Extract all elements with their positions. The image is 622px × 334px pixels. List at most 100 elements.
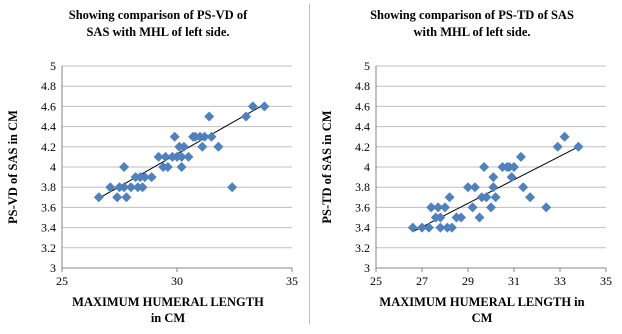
axes bbox=[375, 66, 607, 272]
data-point bbox=[488, 182, 499, 193]
axes bbox=[61, 66, 293, 272]
chart-title-line-1: Showing comparison of PS-VD of bbox=[69, 8, 248, 22]
x-tick-label: 35 bbox=[286, 274, 298, 288]
data-point bbox=[146, 172, 157, 183]
data-point bbox=[435, 212, 446, 223]
y-tick-label: 4.8 bbox=[355, 79, 370, 93]
data-point bbox=[456, 212, 467, 223]
data-point bbox=[488, 172, 499, 183]
y-tick-label: 4.2 bbox=[41, 140, 56, 154]
x-axis-title-line-2: CM bbox=[472, 311, 493, 325]
data-point bbox=[162, 162, 173, 172]
x-tick-label: 30 bbox=[171, 274, 183, 288]
data-point bbox=[525, 192, 536, 203]
data-point bbox=[469, 182, 480, 193]
data-point bbox=[176, 162, 187, 172]
y-axis-title: PS-VD of SAS in CM bbox=[6, 110, 20, 224]
data-point bbox=[433, 202, 444, 213]
chart-pvd-svg: Showing comparison of PS-VD of SAS with … bbox=[6, 8, 298, 325]
y-tick-label: 3.2 bbox=[41, 241, 56, 255]
data-point bbox=[126, 182, 136, 193]
data-point bbox=[463, 182, 473, 193]
chart-ptd: Showing comparison of PS-TD of SAS with … bbox=[314, 0, 619, 329]
y-tick-label: 3.2 bbox=[355, 241, 370, 255]
data-point bbox=[112, 192, 123, 203]
data-point bbox=[559, 131, 570, 142]
x-axis-title-line-1: MAXIMUM HUMERAL LENGTH bbox=[72, 295, 264, 309]
y-tick-label: 3.4 bbox=[355, 221, 370, 235]
data-point bbox=[121, 192, 132, 203]
data-point bbox=[137, 182, 148, 193]
chart-pvd: Showing comparison of PS-VD of SAS with … bbox=[0, 0, 305, 329]
data-point bbox=[259, 101, 270, 112]
chart-ptd-svg: Showing comparison of PS-TD of SAS with … bbox=[320, 8, 612, 325]
x-tick-label: 35 bbox=[600, 274, 612, 288]
data-point bbox=[417, 222, 427, 233]
data-point bbox=[160, 151, 171, 162]
y-tick-label: 3.6 bbox=[41, 200, 56, 214]
y-tick-label: 5 bbox=[50, 59, 56, 73]
data-points bbox=[93, 101, 270, 203]
data-point bbox=[197, 141, 208, 152]
y-tick-label: 4.2 bbox=[355, 140, 370, 154]
grid-lines bbox=[376, 65, 606, 269]
y-tick-label: 4 bbox=[364, 160, 370, 174]
x-axis-title-line-1: MAXIMUM HUMERAL LENGTH in bbox=[379, 295, 584, 309]
data-point bbox=[169, 131, 180, 142]
x-axis-title-line-2: in CM bbox=[151, 311, 186, 325]
x-tick-label: 33 bbox=[554, 274, 566, 288]
x-tick-label: 25 bbox=[56, 274, 68, 288]
y-tick-labels: 3 3.2 3.4 3.6 3.8 4 4.2 4.4 4.6 4.8 5 bbox=[41, 59, 56, 275]
data-point bbox=[474, 212, 485, 223]
x-tick-labels: 25 27 29 31 33 35 bbox=[370, 274, 612, 288]
data-points bbox=[407, 131, 584, 233]
x-tick-label: 25 bbox=[370, 274, 382, 288]
chart-title-line-2: SAS with MHL of left side. bbox=[86, 25, 229, 39]
data-point bbox=[515, 151, 526, 162]
data-point bbox=[444, 192, 455, 203]
x-tick-label: 27 bbox=[416, 274, 428, 288]
panel-divider bbox=[309, 4, 310, 324]
y-tick-label: 5 bbox=[364, 59, 370, 73]
chart-title-line-2: with MHL of left side. bbox=[413, 25, 530, 39]
data-point bbox=[227, 182, 238, 193]
data-point bbox=[509, 162, 519, 172]
y-tick-label: 4 bbox=[50, 160, 56, 174]
trendline-line bbox=[98, 103, 265, 199]
data-point bbox=[440, 202, 450, 213]
data-point bbox=[541, 202, 552, 213]
y-tick-label: 3.6 bbox=[355, 200, 370, 214]
data-point bbox=[105, 182, 116, 193]
data-point bbox=[506, 172, 517, 183]
y-tick-label: 4.8 bbox=[41, 79, 56, 93]
data-point bbox=[467, 202, 478, 213]
data-point bbox=[204, 111, 215, 122]
y-tick-labels: 3 3.2 3.4 3.6 3.8 4 4.2 4.4 4.6 4.8 5 bbox=[355, 59, 370, 275]
data-point bbox=[119, 182, 130, 193]
data-point bbox=[479, 162, 490, 172]
data-point bbox=[213, 141, 224, 152]
data-point bbox=[139, 172, 150, 183]
data-point bbox=[93, 192, 104, 203]
data-point bbox=[446, 222, 457, 233]
x-tick-label: 31 bbox=[508, 274, 520, 288]
y-tick-label: 3.4 bbox=[41, 221, 56, 235]
chart-title-line-1: Showing comparison of PS-TD of SAS bbox=[370, 8, 574, 22]
y-tick-label: 3.8 bbox=[41, 180, 56, 194]
data-point bbox=[423, 222, 434, 233]
data-point bbox=[241, 111, 251, 122]
data-point bbox=[481, 192, 492, 203]
data-point bbox=[178, 141, 189, 152]
y-tick-label: 3 bbox=[50, 261, 56, 275]
x-tick-label: 29 bbox=[462, 274, 474, 288]
data-point bbox=[153, 151, 164, 162]
data-point bbox=[518, 182, 529, 193]
trendline bbox=[98, 103, 265, 199]
y-tick-label: 3 bbox=[364, 261, 370, 275]
data-point bbox=[176, 151, 187, 162]
data-point bbox=[486, 202, 496, 213]
data-point bbox=[247, 101, 258, 112]
data-point bbox=[426, 202, 437, 213]
data-point bbox=[552, 141, 563, 152]
y-tick-label: 4.6 bbox=[41, 99, 56, 113]
